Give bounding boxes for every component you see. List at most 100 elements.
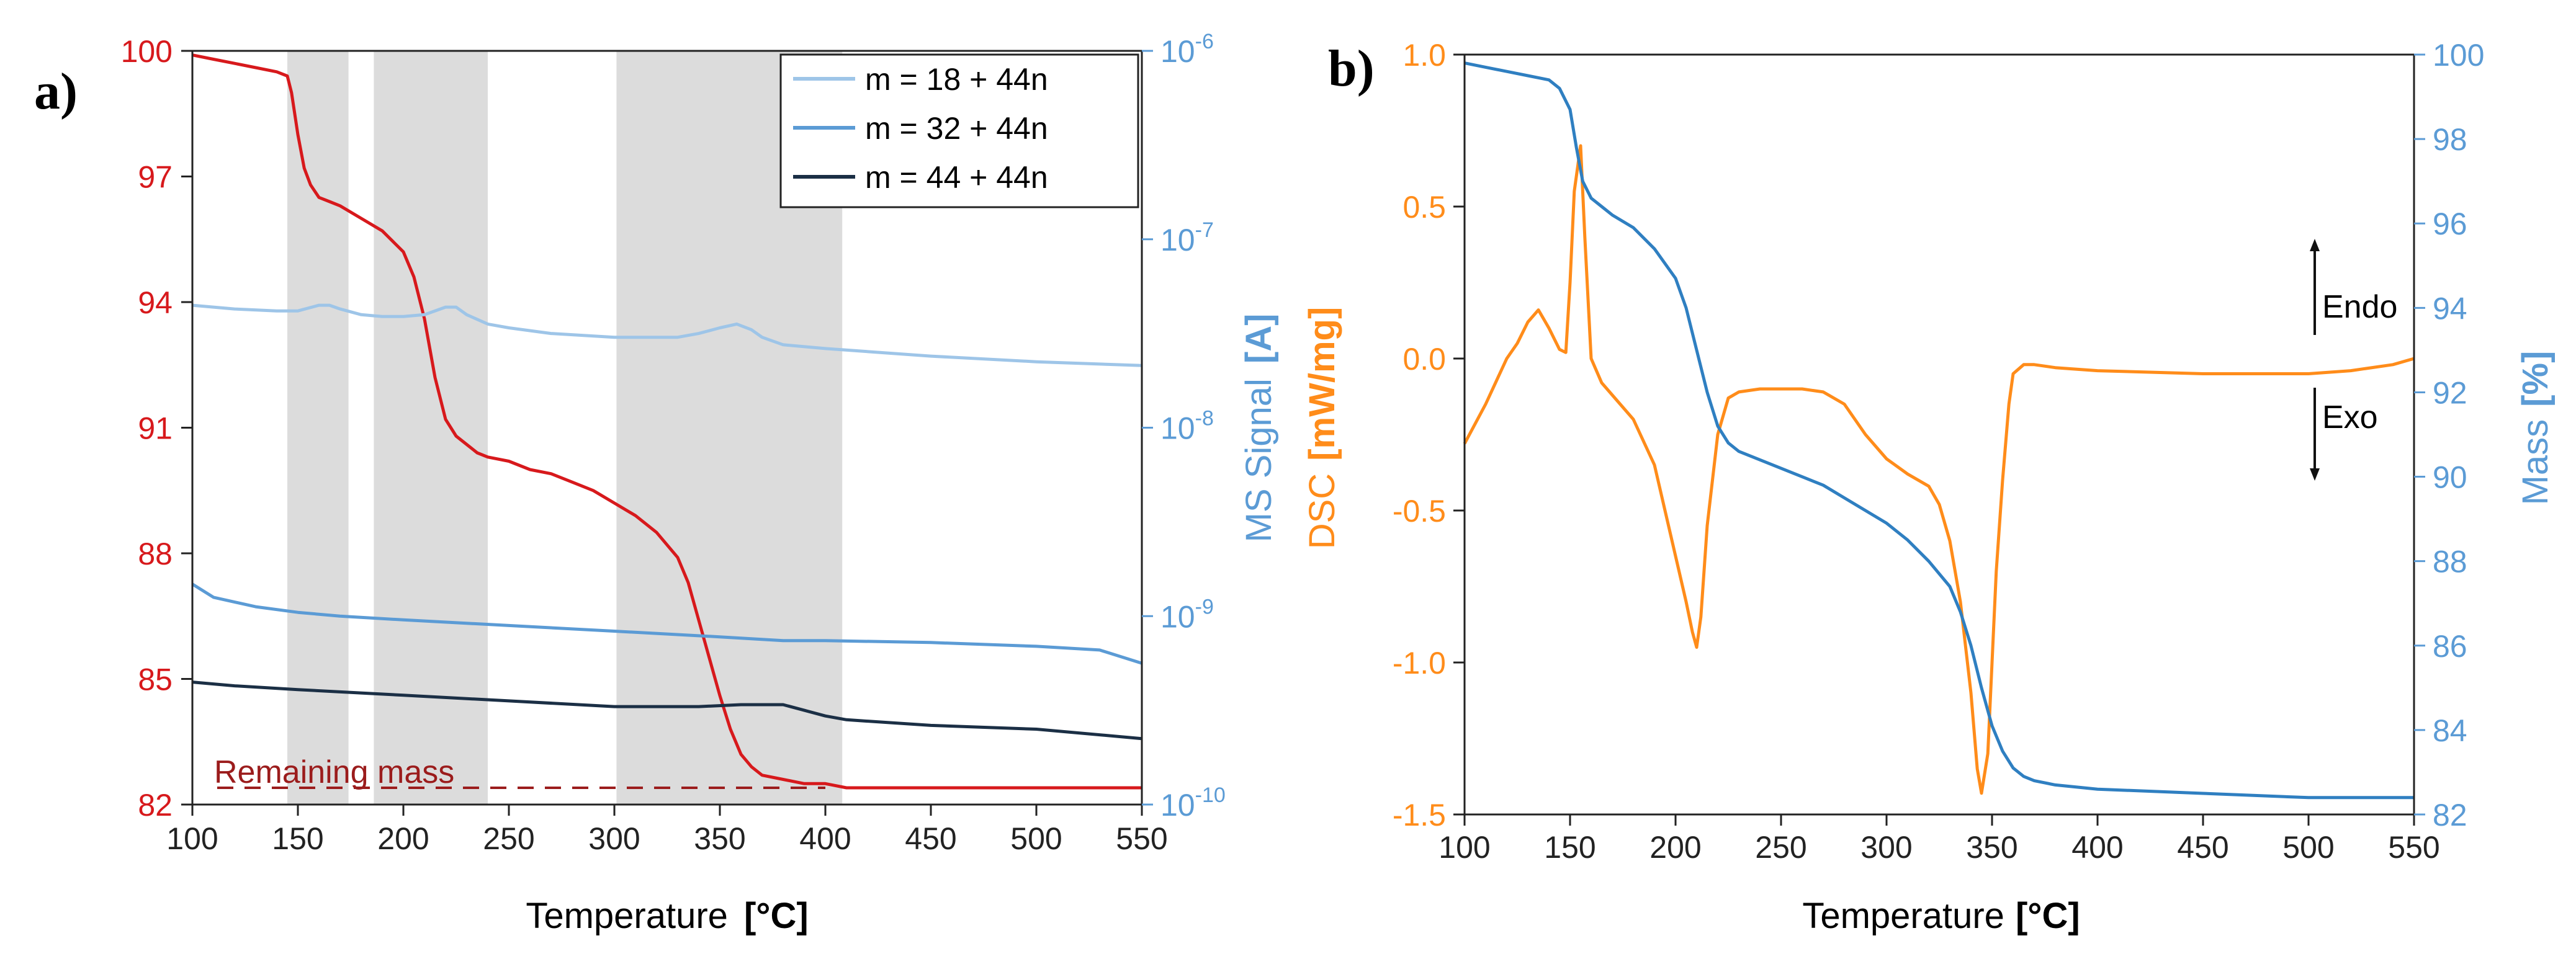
y-axis-left: -1.5 -1.0 -0.5 0.0 0.5 1.0 [1393,38,1465,832]
y-right-tick-base: 10 [1160,599,1195,634]
y-left-tick-label: 1.0 [1402,38,1446,73]
y-right-tick-label: 84 [2433,713,2467,748]
panel-a-label: a) [34,63,78,120]
x-tick-label: 200 [377,821,429,856]
x-tick-label: 500 [2282,830,2334,865]
x-axis-title-text: Temperature [526,896,728,936]
y-right-tick-exponent: -7 [1195,218,1214,242]
plot-series [191,53,1142,790]
dsc-curve [1463,144,2415,795]
y-right-tick-label: 10-9 [1160,595,1214,634]
exo-label: Exo [2322,399,2378,435]
y-right-tick-exponent: -8 [1195,407,1214,430]
x-tick-label: 350 [694,821,745,856]
remaining-mass-annotation: Remaining mass [214,754,454,790]
y-left-tick-label: 0.0 [1402,342,1446,377]
y-right-tick-base: 10 [1160,411,1195,446]
ms-curve-m-44-44n [192,680,1142,741]
y-axis-right-title-text: MS Signal [1239,378,1279,542]
mass-curve [192,53,1142,790]
y-right-tick-base: 10 [1160,34,1195,69]
x-tick-label: 100 [166,821,218,856]
legend: m = 18 + 44n m = 32 + 44n m = 44 + 44n [779,53,1139,208]
y-left-tick-label: 85 [138,662,173,697]
x-tick-label: 400 [2071,830,2123,865]
x-tick-label: 550 [2388,830,2439,865]
y-right-tick-label: 94 [2433,291,2467,326]
y-right-tick-label: 10-7 [1160,218,1214,257]
exo-arrow-head [2310,468,2320,481]
y-axis-right-title: Mass [%] [2515,351,2556,506]
y-right-tick-label: 92 [2433,375,2467,410]
x-axis-title: Temperature [°C] [1802,896,2080,936]
y-right-tick-exponent: -9 [1195,595,1214,618]
y-right-tick-label: 10-10 [1160,783,1226,823]
y-axis-right-title-unit: [A] [1239,314,1279,364]
y-left-tick-label: 100 [121,34,173,69]
y-right-tick-label: 98 [2433,122,2467,157]
panel-b: b) 100 150 200 250 300 350 400 450 500 550 -1.5-1… [1302,38,2556,936]
y-left-tick-label: -0.5 [1393,494,1446,529]
y-left-tick-label: 82 [138,788,173,823]
x-tick-label: 400 [799,821,851,856]
y-right-tick-label: 96 [2433,207,2467,241]
x-tick-label: 250 [1755,830,1806,865]
y-left-tick-label: 88 [138,537,173,571]
x-axis-title-text: Temperature [1802,896,2004,936]
legend-label-m44: m = 44 + 44n [865,160,1048,195]
x-axis: 100 150 200 250 300 350 400 450 500 550 [1438,814,2440,865]
x-axis-title: Temperature [°C] [526,896,808,936]
y-left-tick-label: 91 [138,411,173,446]
endo-exo-indicator: Endo Exo [2310,239,2397,481]
x-axis-title-unit: [°C] [2016,896,2080,936]
y-axis-left-title-unit: [mW/mg] [1302,307,1342,461]
x-tick-label: 150 [272,821,323,856]
y-axis-right-title: MS Signal [A] [1239,314,1279,543]
y-right-tick-exponent: -10 [1195,783,1226,807]
mass-curve [1464,61,2414,800]
y-right-tick-base: 10 [1160,788,1195,823]
y-axis-right-title-text: Mass [2515,419,2556,506]
endo-label: Endo [2322,289,2397,325]
y-right-tick-base: 10 [1160,223,1195,257]
y-axis-left: 82 85 88 91 94 97 100 [121,34,192,823]
x-axis: 100 150 200 250 300 350 400 450 500 550 [166,805,1168,856]
endo-arrow-head [2310,239,2320,251]
legend-box [779,53,1139,208]
x-tick-label: 300 [1860,830,1912,865]
highlight-band-2 [374,51,488,805]
panel-a: a) Remaining mass 100 150 200 250 300 350 400 4… [34,30,1279,936]
y-left-tick-label: -1.5 [1393,798,1446,832]
y-axis-right-title-unit: [%] [2515,351,2556,407]
y-left-tick-label: 97 [138,160,173,195]
y-axis-left-title: DSC [mW/mg] [1302,307,1342,550]
ms-curve-m-32-44n [191,582,1142,665]
x-tick-label: 250 [483,821,534,856]
panel-b-label: b) [1328,40,1375,97]
y-right-tick-label: 90 [2433,460,2467,495]
x-tick-label: 300 [588,821,640,856]
y-axis-right: 82 84 86 88 90 92 94 96 98 100 [2414,38,2484,832]
x-tick-label: 500 [1010,821,1062,856]
legend-label-m32: m = 32 + 44n [865,111,1048,146]
highlight-band-1 [287,51,349,805]
x-axis-title-unit: [°C] [744,896,809,936]
x-tick-label: 450 [905,821,956,856]
x-tick-label: 150 [1544,830,1595,865]
y-right-tick-label: 100 [2433,38,2484,73]
ms-curve-m-18-44n [192,303,1142,367]
y-right-tick-label: 82 [2433,798,2467,832]
legend-label-m18: m = 18 + 44n [865,62,1048,97]
plot-area-frame [1463,53,2415,816]
x-tick-label: 550 [1116,821,1167,856]
plot-series [1463,61,2415,800]
x-tick-label: 100 [1438,830,1490,865]
y-right-tick-label: 10-6 [1160,30,1214,69]
y-left-tick-label: 0.5 [1402,190,1446,225]
y-left-tick-label: -1.0 [1393,646,1446,680]
y-right-tick-label: 86 [2433,629,2467,664]
x-tick-label: 200 [1649,830,1701,865]
y-left-tick-label: 94 [138,285,173,320]
